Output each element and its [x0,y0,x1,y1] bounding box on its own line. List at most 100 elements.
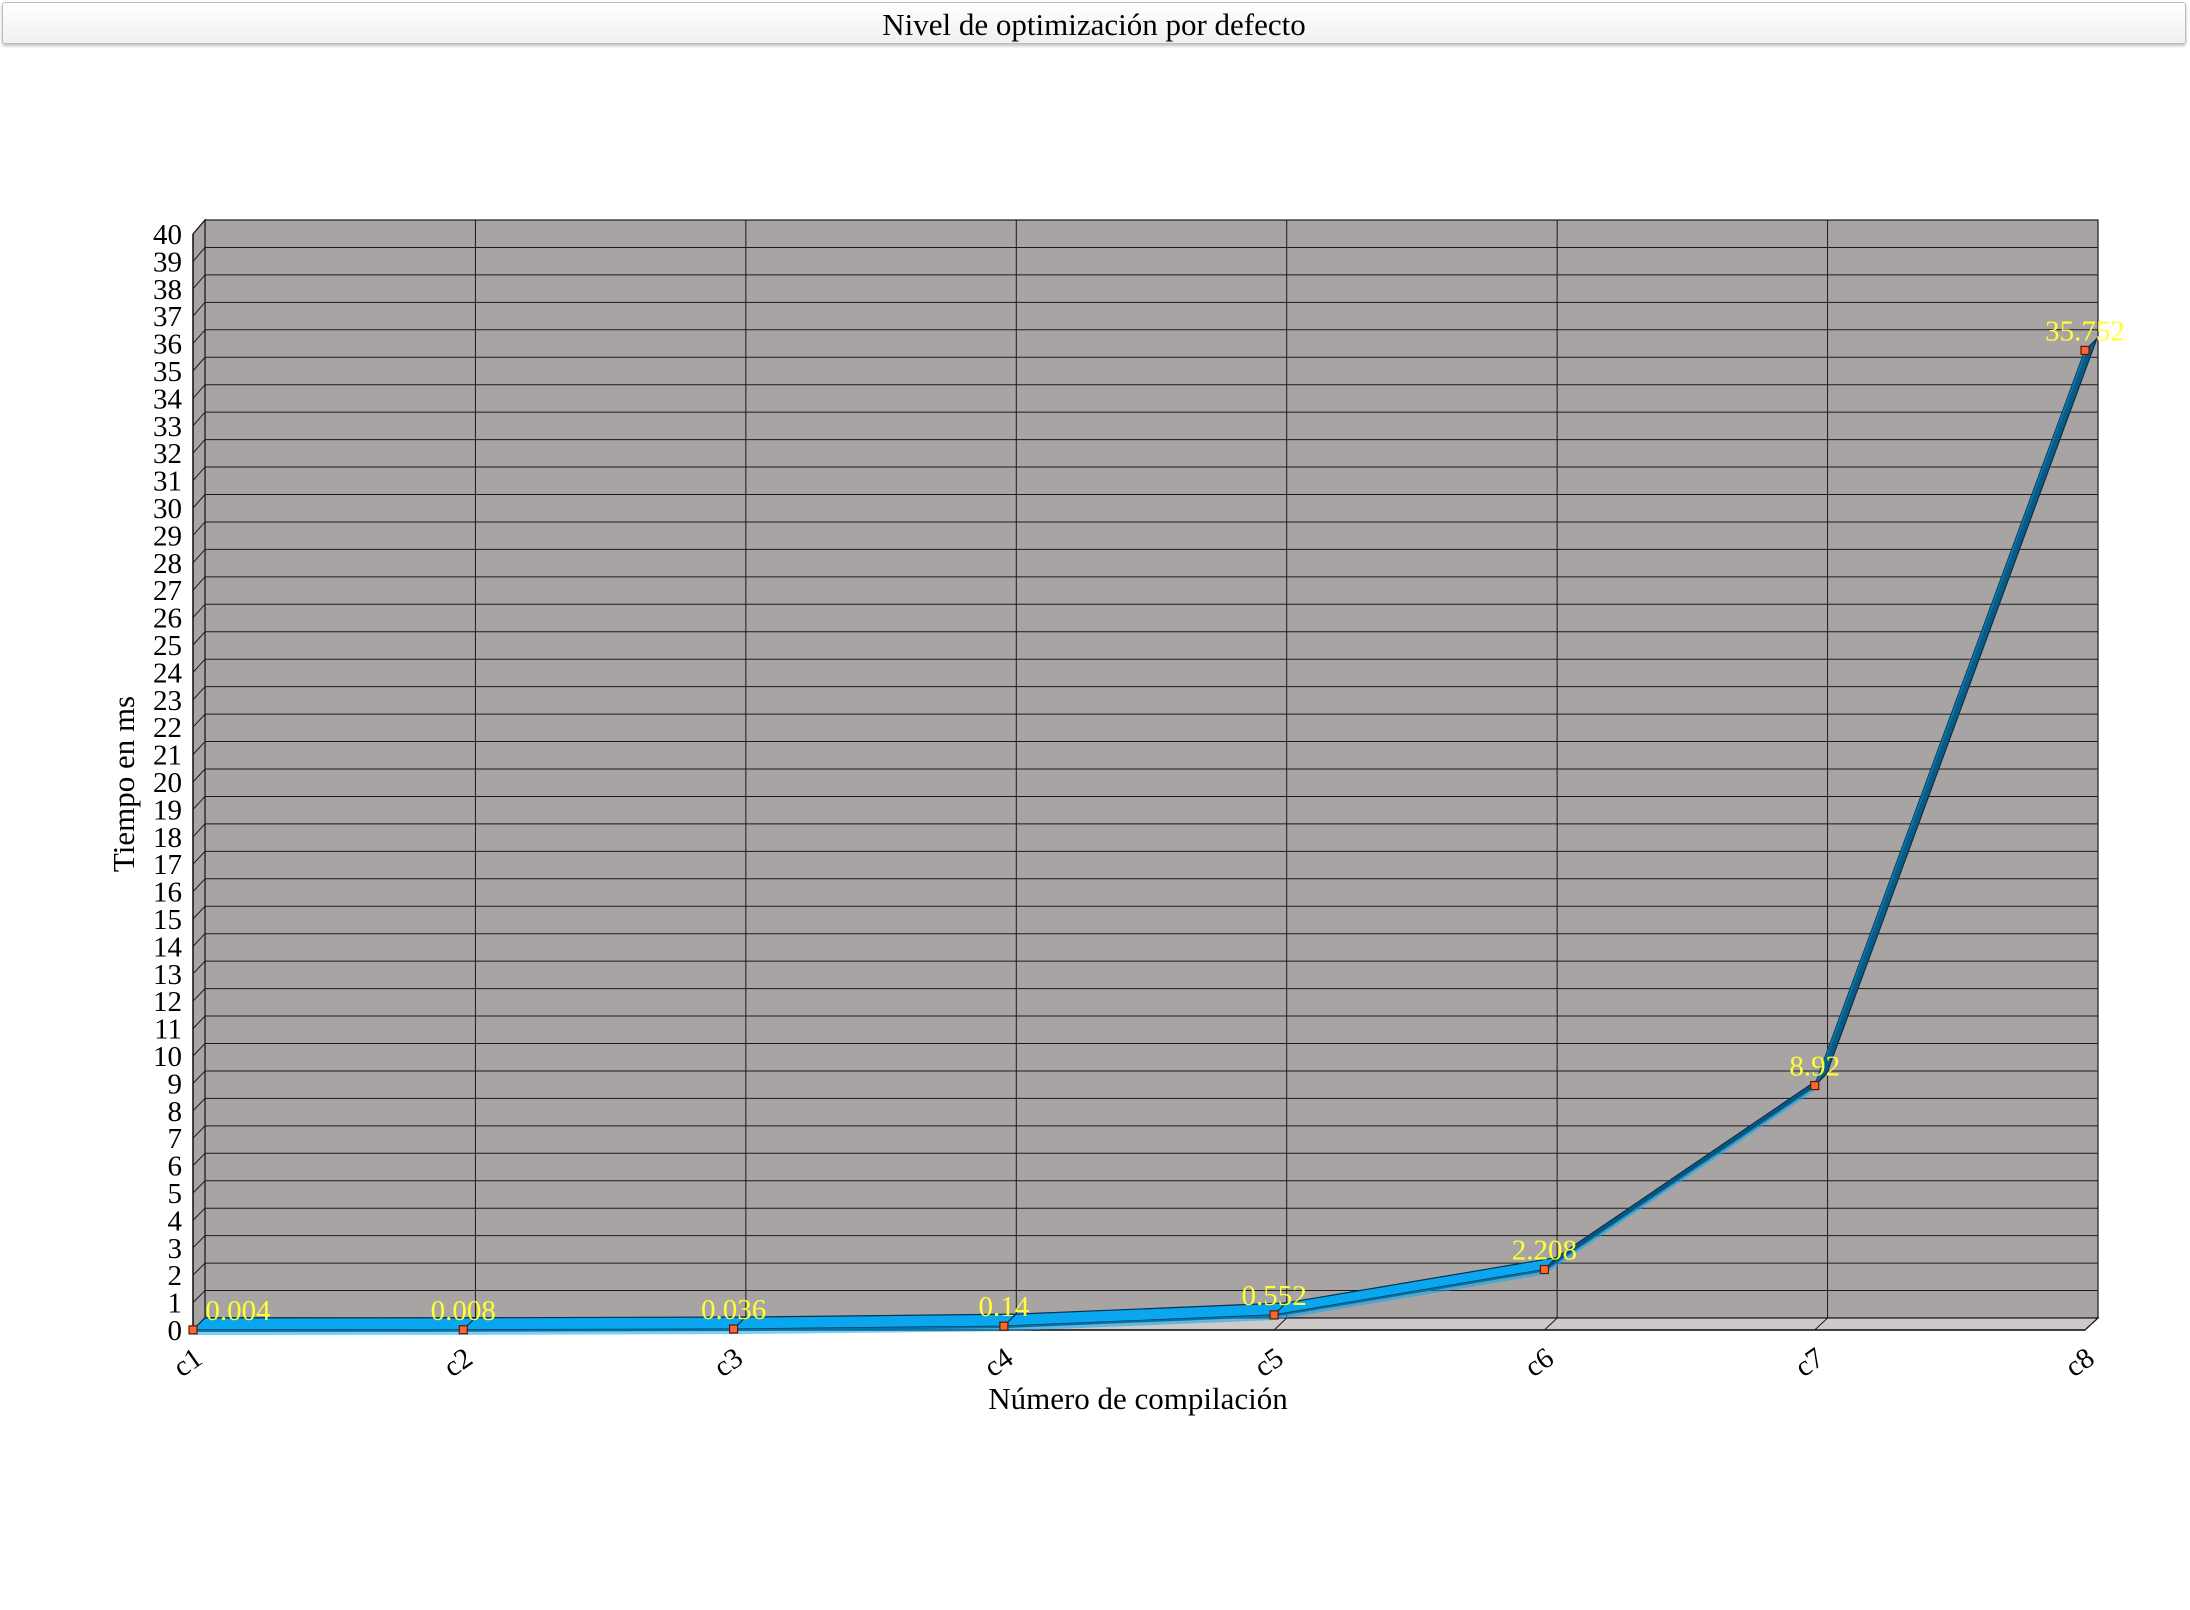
y-tick-label: 5 [168,1178,183,1210]
x-tick-label: c1 [167,1342,208,1384]
y-tick-label: 11 [154,1014,182,1046]
grid-line-side [192,411,206,427]
y-tick-label: 33 [153,411,182,443]
y-tick-label: 20 [153,767,182,799]
y-tick-label: 23 [153,685,182,717]
grid-line-side [192,1043,206,1057]
grid-line-side [192,247,206,262]
data-point [188,1325,198,1335]
grid-line-side [192,439,206,454]
grid-line-side [192,302,206,317]
data-label: 0.14 [978,1291,1029,1323]
y-tick-label: 38 [153,274,182,306]
grid-line-side [192,905,206,920]
grid-line-side [192,713,206,728]
grid-line-side [192,768,206,783]
data-label: 0.036 [701,1294,766,1326]
grid-line-side [192,1070,206,1084]
series-segment-band [1003,1314,1275,1332]
grid-line-floor [1544,1317,1558,1331]
grid-line-side [192,960,206,975]
data-label: 0.552 [1242,1280,1307,1312]
grid-line-side [192,384,206,399]
grid-line-side [192,878,206,892]
y-tick-label: 18 [153,822,182,854]
grid-line-side [192,686,206,701]
grid-line-side [192,1098,206,1112]
y-tick-label: 29 [153,520,182,552]
data-point [2080,345,2090,355]
data-point [458,1325,468,1335]
grid-line-floor [1273,1317,1288,1331]
series-segment-band [1814,350,2085,1091]
data-label: 0.004 [205,1295,271,1327]
series-segment-band [463,1329,734,1335]
data-label: 2.208 [1512,1235,1577,1267]
grid-line-side [192,576,206,591]
data-point [999,1321,1009,1331]
y-tick-label: 39 [153,246,182,278]
y-tick-label: 17 [153,849,182,881]
y-tick-label: 28 [153,548,182,580]
y-tick-label: 24 [153,657,183,689]
y-tick-label: 3 [168,1233,183,1265]
grid-line-side [192,219,206,235]
series-line [191,337,2098,1335]
y-tick-label: 26 [153,603,182,635]
y-tick-label: 21 [153,740,182,772]
y-tick-label: 1 [168,1288,183,1320]
y-tick-label: 6 [168,1151,183,1183]
data-point [728,1324,739,1334]
grid-line-side [192,823,206,838]
y-tick-label: 31 [153,466,182,498]
data-labels: 0.004 0.008 0.036 0.14 0.552 2.208 8.92 35.752 [188,315,2125,1335]
y-tick-label: 30 [153,493,182,525]
grid-line-side [192,603,206,618]
grid-line-floor [1814,1317,1828,1331]
x-tick-label: c5 [1249,1342,1290,1384]
y-axis-label: Tiempo en ms [106,696,141,872]
y-tick-label: 7 [168,1123,183,1155]
data-point [1269,1310,1279,1320]
series-segment-band [733,1326,1004,1335]
grid-line-side [192,933,206,947]
x-axis-label: Número de compilación [988,1381,1288,1416]
y-tick-label: 12 [153,986,182,1018]
y-tick-label: 25 [153,630,182,662]
grid-line-side [192,356,206,372]
y-tick-label: 14 [153,931,183,963]
x-tick-label: c4 [978,1341,1019,1383]
grid-line-side [192,1125,206,1139]
y-tick-label: 8 [168,1096,183,1128]
grid-line-side [192,1180,206,1194]
grid-line-side [192,466,206,481]
series-segment-band [1544,1085,1815,1275]
grid-line-side [192,329,206,344]
data-label: 0.008 [431,1295,496,1327]
y-tick-label: 37 [153,301,182,333]
data-point [1810,1080,1820,1091]
grid-line-side [192,988,206,1002]
y-tick-label: 0 [168,1315,183,1347]
x-tick-label: c3 [708,1342,749,1384]
y-tick-label: 34 [153,383,183,415]
y-tick-label: 4 [168,1205,183,1237]
x-tick-label: c2 [438,1342,479,1384]
grid-line-side [192,851,206,865]
x-tick-label: c8 [2059,1342,2100,1384]
y-tick-label: 15 [153,904,182,936]
y-tick-label: 19 [153,794,182,826]
series-segment-band [193,1329,464,1335]
grid-line-side [192,796,206,810]
y-tick-label: 40 [153,219,182,251]
data-point [1539,1264,1550,1275]
grid-line-side [192,494,206,509]
y-tick-label: 35 [153,356,182,388]
grid-line-side [192,1207,206,1221]
data-label: 8.92 [1789,1051,1840,1083]
grid-line-floor [2084,1317,2099,1331]
grid-line-side [192,1015,206,1029]
grid-line-side [192,549,206,564]
y-tick-label: 10 [153,1041,182,1073]
